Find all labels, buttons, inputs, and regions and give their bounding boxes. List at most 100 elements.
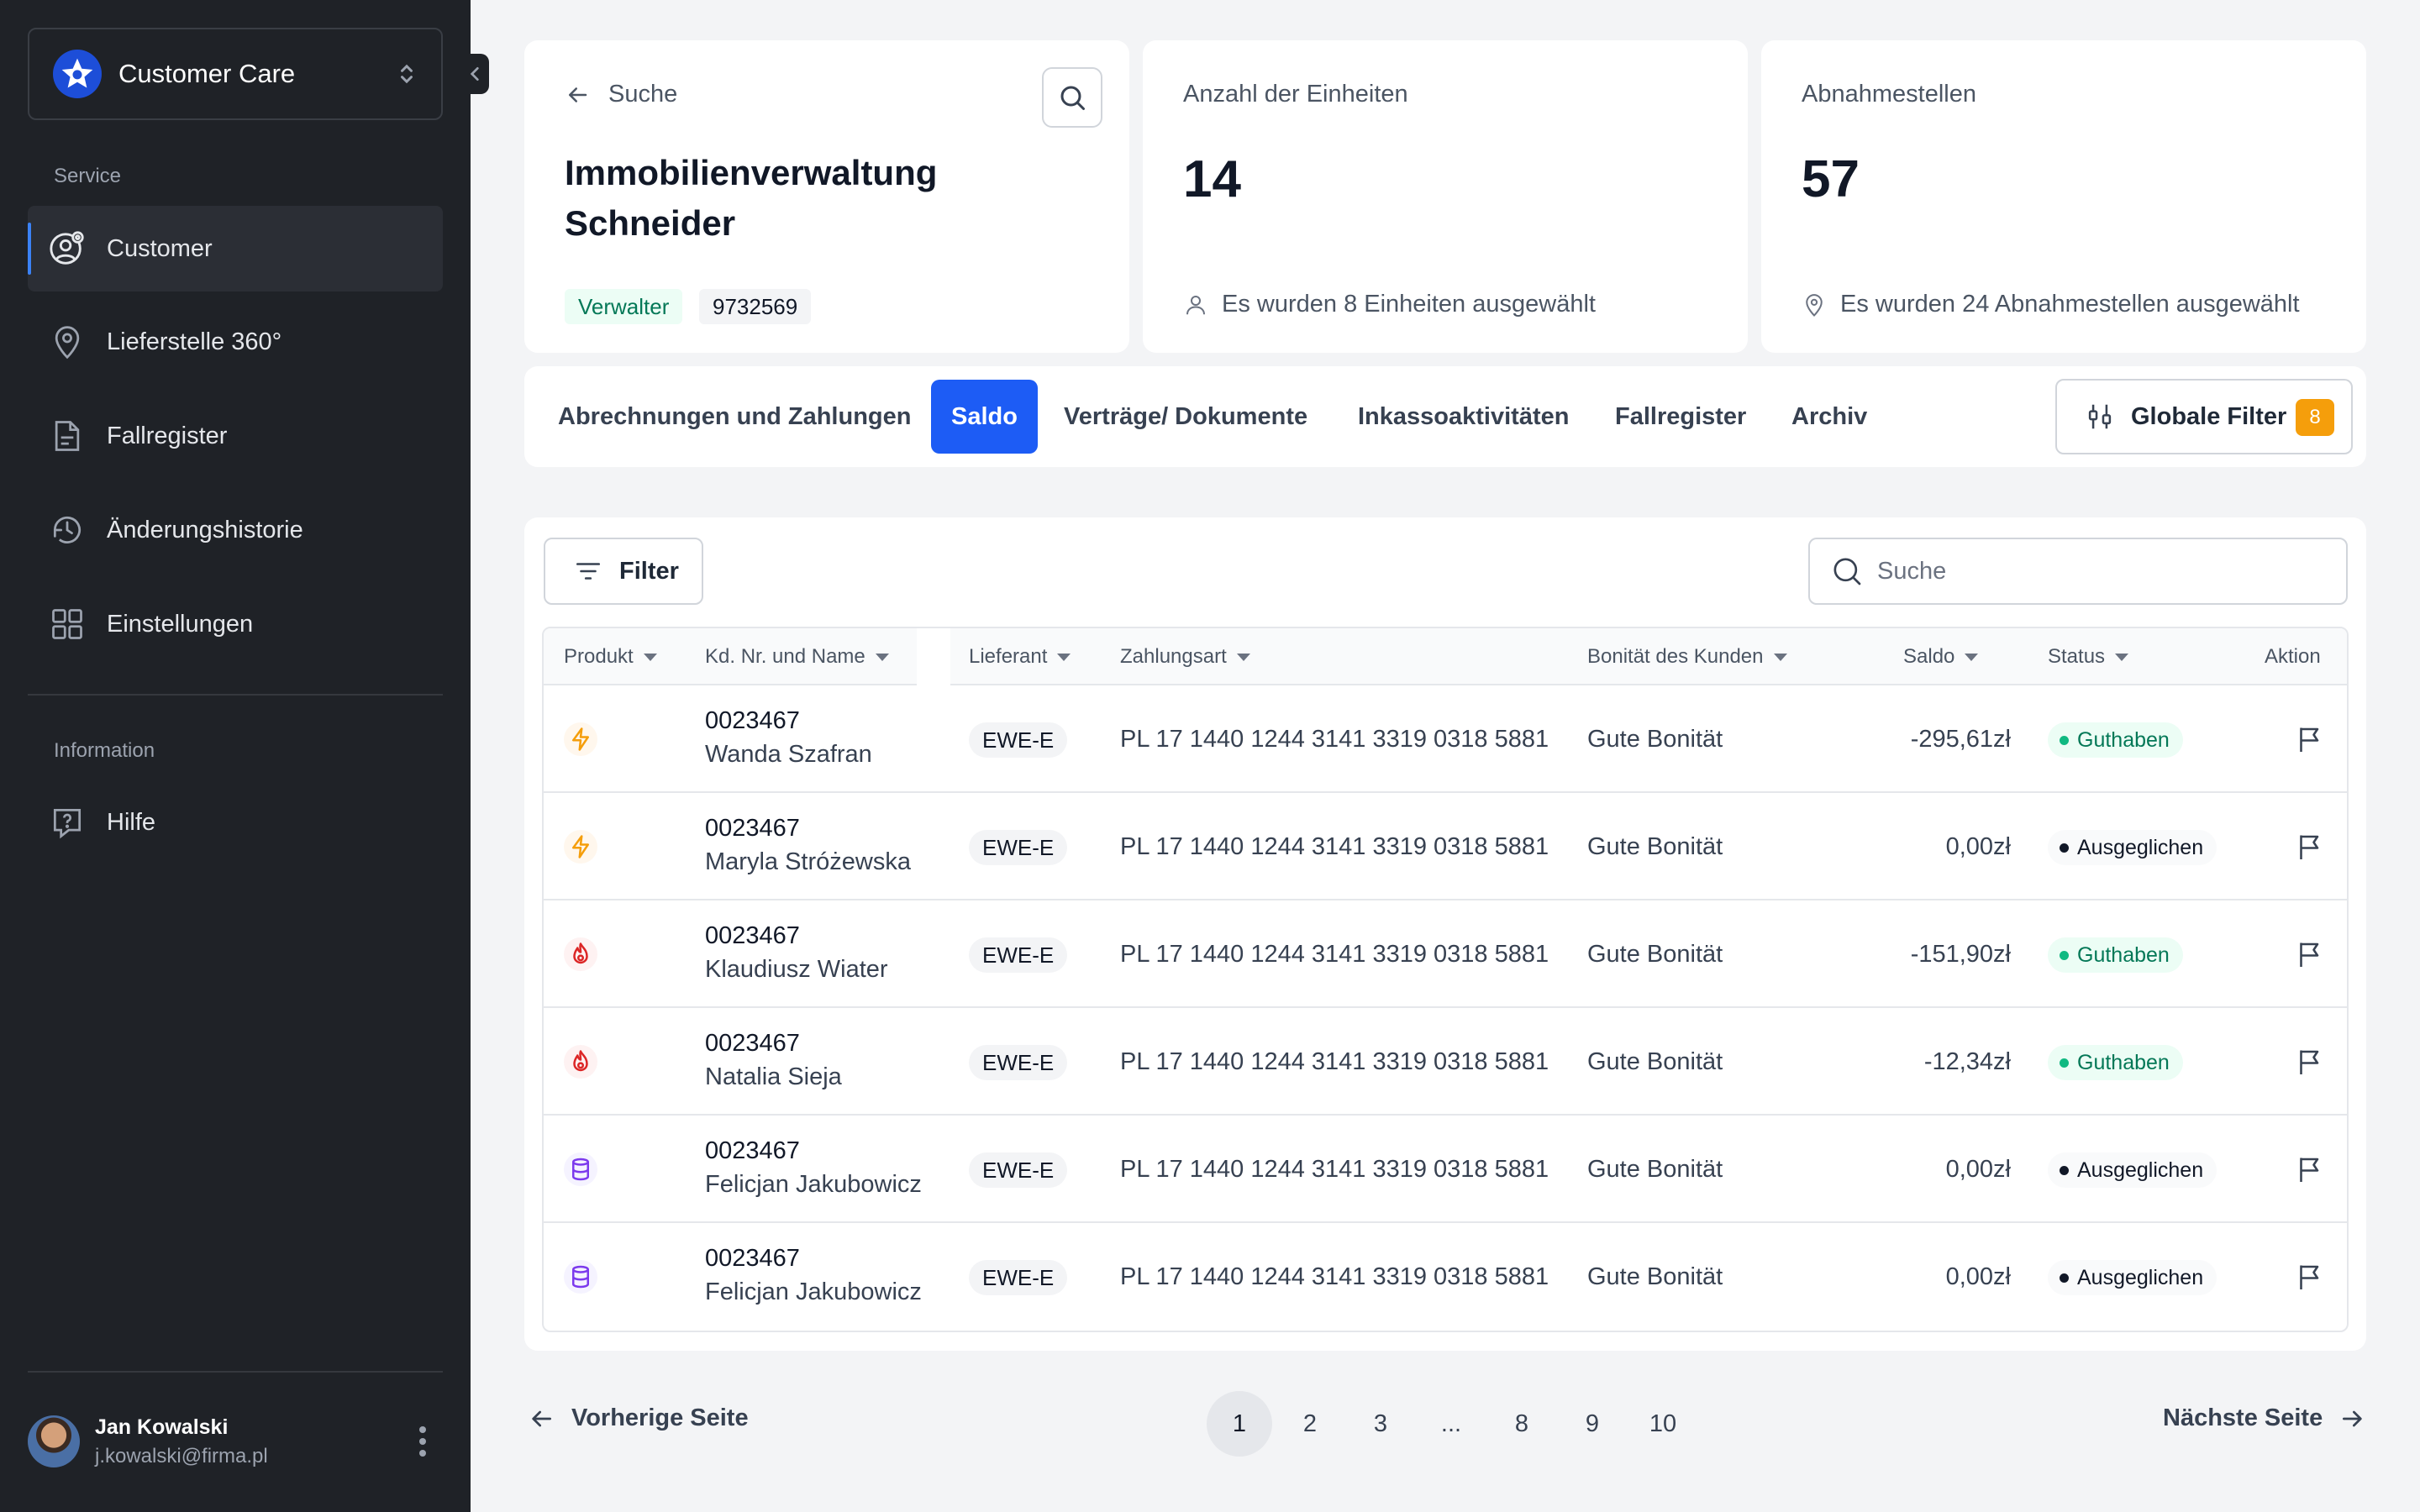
customer-name: Klaudiusz Wiater	[705, 956, 888, 983]
page-ellipsis: ...	[1440, 1410, 1462, 1437]
tab-saldo[interactable]: Saldo	[931, 380, 1038, 454]
status-dot	[2060, 950, 2069, 960]
tab-fallregister[interactable]: Fallregister	[1615, 402, 1747, 430]
payment-method: PL 17 1440 1244 3141 3319 0318 5881	[1120, 941, 1549, 968]
flag-icon[interactable]	[2295, 830, 2325, 868]
table-row[interactable]: 0023467 Maryla Stróżewska EWE-E PL 17 1440 …	[544, 793, 2347, 900]
document-icon	[48, 417, 87, 455]
search-field[interactable]	[1808, 538, 2348, 605]
page-number[interactable]: 1	[1207, 1391, 1272, 1457]
user-profile[interactable]: Jan Kowalski j.kowalski@firma.pl	[28, 1411, 443, 1472]
credit-rating: Gute Bonität	[1587, 1048, 1723, 1075]
workspace-name: Customer Care	[118, 59, 296, 88]
sidebar-item-customer[interactable]: Customer	[28, 206, 443, 291]
search-icon	[1060, 86, 1085, 110]
previous-page-button[interactable]: Vorherige Seite	[528, 1404, 749, 1432]
credit-rating: Gute Bonität	[1587, 941, 1723, 968]
map-pin-icon	[1806, 293, 1823, 317]
flag-icon[interactable]	[2295, 722, 2325, 760]
stat-note: Es wurden 24 Abnahmestellen ausgewählt	[1802, 291, 2300, 318]
saldo-value: -12,34zł	[1923, 1048, 2011, 1075]
stat-value: 57	[1802, 150, 1860, 208]
next-page-button[interactable]: Nächste Seite	[2163, 1404, 2366, 1432]
arrow-left-icon	[532, 1410, 551, 1426]
column-header-saldo[interactable]: Saldo	[1903, 645, 1979, 669]
status-badge: Guthaben	[2048, 1045, 2183, 1080]
sort-caret-icon	[1057, 653, 1071, 661]
customer-name: Felicjan Jakubowicz	[705, 1171, 922, 1198]
table-row[interactable]: 0023467 Klaudiusz Wiater EWE-E PL 17 1440 1…	[544, 900, 2347, 1008]
sidebar-item-fallregister[interactable]: Fallregister	[28, 393, 443, 479]
flag-icon[interactable]	[2295, 1152, 2325, 1190]
user-icon	[1186, 295, 1205, 314]
page-number[interactable]: 3	[1373, 1410, 1388, 1437]
column-header-status[interactable]: Status	[2048, 645, 2129, 669]
customer-name: Natalia Sieja	[705, 1063, 842, 1090]
saldo-value: -295,61zł	[1910, 726, 2011, 753]
page-number[interactable]: 2	[1302, 1410, 1318, 1437]
supplier-badge: EWE-E	[969, 1152, 1068, 1188]
status-label: Guthaben	[2077, 727, 2170, 752]
workspace-switcher[interactable]: Customer Care	[28, 28, 443, 120]
tab-inkasso[interactable]: Inkassoaktivitäten	[1358, 402, 1570, 430]
table-row[interactable]: 0023467 Felicjan Jakubowicz EWE-E PL 17 144…	[544, 1116, 2347, 1223]
global-filter-label: Globale Filter	[2131, 402, 2287, 430]
global-filter-button[interactable]: Globale Filter 8	[2055, 379, 2353, 454]
sort-caret-icon	[875, 653, 889, 661]
search-input[interactable]	[1877, 557, 2331, 585]
back-to-search-link[interactable]: Suche	[565, 81, 677, 108]
sort-caret-icon	[1773, 653, 1787, 661]
column-header-bonitaet[interactable]: Bonität des Kunden	[1587, 645, 1787, 669]
payment-method: PL 17 1440 1244 3141 3319 0318 5881	[1120, 1263, 1549, 1290]
sidebar-item-einstellungen[interactable]: Einstellungen	[28, 581, 443, 667]
tab-vertraege[interactable]: Verträge/ Dokumente	[1064, 402, 1308, 430]
table-row[interactable]: 0023467 Felicjan Jakubowicz EWE-E PL 17 144…	[544, 1223, 2347, 1331]
filter-button[interactable]: Filter	[544, 538, 703, 605]
table-header: Produkt Kd. Nr. und Name Lieferant Zahlu…	[544, 628, 2347, 685]
column-header-zahlungsart[interactable]: Zahlungsart	[1120, 645, 1250, 669]
flag-icon[interactable]	[2295, 937, 2325, 975]
avatar	[28, 1415, 80, 1467]
column-header-lieferant[interactable]: Lieferant	[969, 645, 1071, 669]
status-dot	[2060, 843, 2069, 853]
column-header-aktion: Aktion	[2265, 645, 2321, 668]
more-vertical-icon[interactable]	[418, 1425, 428, 1462]
tab-archiv[interactable]: Archiv	[1791, 402, 1868, 430]
database-icon	[564, 1152, 597, 1186]
page-number[interactable]: 8	[1514, 1410, 1529, 1437]
table-row[interactable]: 0023467 Wanda Szafran EWE-E PL 17 1440 1244…	[544, 685, 2347, 793]
chevron-up-down-icon	[397, 61, 416, 91]
sidebar-item-hilfe[interactable]: Hilfe	[28, 780, 443, 865]
credit-rating: Gute Bonität	[1587, 726, 1723, 753]
section-label-service: Service	[54, 165, 122, 187]
payment-method: PL 17 1440 1244 3141 3319 0318 5881	[1120, 1156, 1549, 1183]
column-header-kdnr[interactable]: Kd. Nr. und Name	[705, 645, 889, 669]
sidebar-item-aenderungshistorie[interactable]: Änderungshistorie	[28, 487, 443, 573]
sort-caret-icon	[1236, 653, 1250, 661]
status-dot	[2060, 1165, 2069, 1175]
status-badge: Ausgeglichen	[2048, 1152, 2217, 1188]
status-label: Guthaben	[2077, 1050, 2170, 1074]
page-number[interactable]: 10	[1649, 1410, 1677, 1437]
sidebar: Customer Care Service Customer Lieferste…	[0, 0, 489, 1512]
search-icon	[1833, 558, 1861, 585]
search-button[interactable]	[1042, 67, 1102, 128]
section-label-information: Information	[54, 739, 155, 762]
status-label: Ausgeglichen	[2077, 1265, 2204, 1289]
flag-icon[interactable]	[2295, 1045, 2325, 1083]
flame-icon	[564, 1045, 597, 1079]
star-logo-icon	[53, 50, 102, 98]
stat-label: Anzahl der Einheiten	[1183, 81, 1408, 108]
sidebar-item-lieferstelle[interactable]: Lieferstelle 360°	[28, 299, 443, 385]
column-header-produkt[interactable]: Produkt	[564, 645, 657, 669]
tab-abrechnungen[interactable]: Abrechnungen und Zahlungen	[558, 402, 912, 430]
credit-rating: Gute Bonität	[1587, 1156, 1723, 1183]
status-label: Ausgeglichen	[2077, 1158, 2204, 1182]
stat-value: 14	[1183, 150, 1241, 208]
page-number[interactable]: 9	[1585, 1410, 1600, 1437]
payment-method: PL 17 1440 1244 3141 3319 0318 5881	[1120, 1048, 1549, 1075]
flag-icon[interactable]	[2295, 1260, 2325, 1298]
table-row[interactable]: 0023467 Natalia Sieja EWE-E PL 17 1440 1244…	[544, 1008, 2347, 1116]
collapse-sidebar-button[interactable]	[460, 54, 489, 94]
filter-count-badge: 8	[2296, 399, 2334, 436]
